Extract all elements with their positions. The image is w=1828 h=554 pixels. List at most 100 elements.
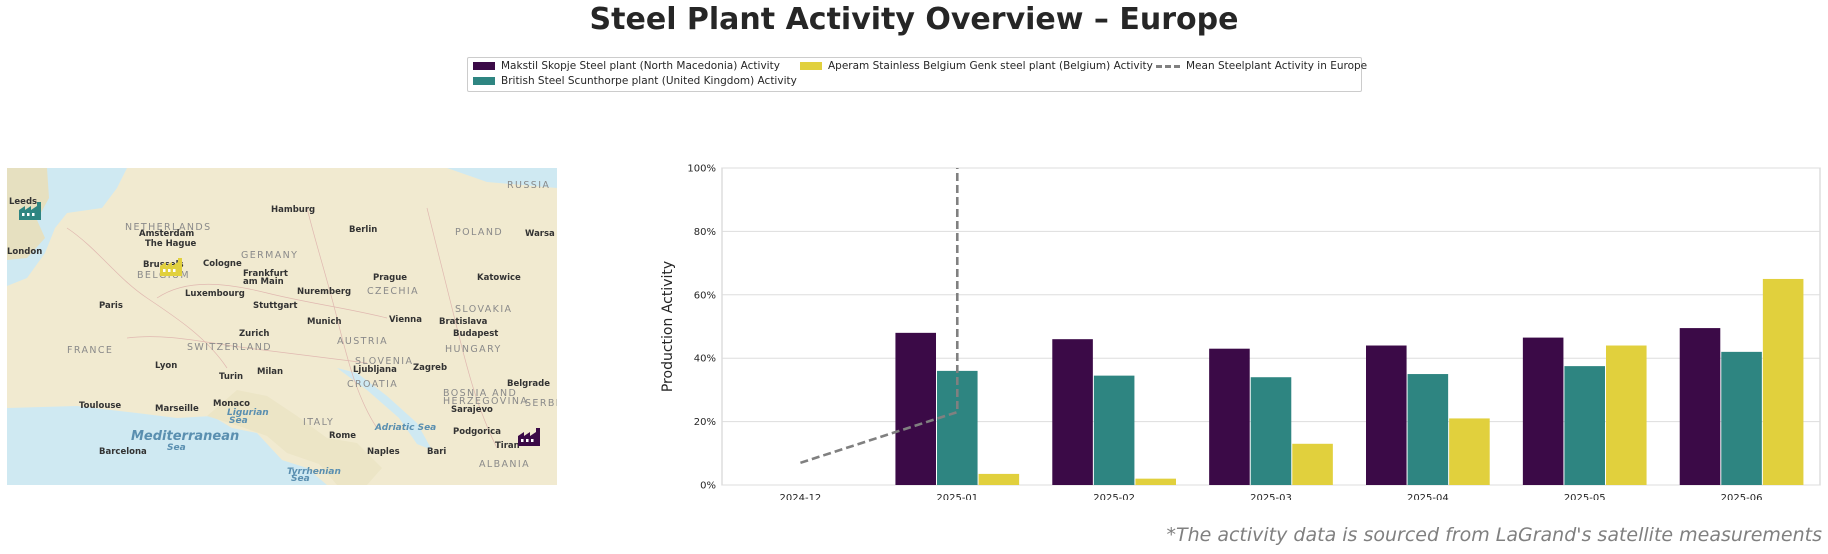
legend-item-aperam: Aperam Stainless Belgium Genk steel plan…: [800, 60, 1153, 72]
map-label-adriatic-sea: Adriatic Sea: [374, 423, 436, 433]
map-label-ljubljana: Ljubljana: [353, 365, 397, 375]
europe-map: Leeds Hamburg RUSSIA NETHERLANDS Amsterdam Be…: [7, 168, 557, 485]
map-label-sea: Sea: [291, 474, 310, 484]
map-label-london: London: [7, 247, 42, 257]
map-label-croatia: CROATIA: [347, 379, 398, 390]
bar-british-2025-06: [1721, 351, 1762, 485]
map-label-amsterdam: Amsterdam: [139, 229, 194, 239]
legend-label-mean: Mean Steelplant Activity in Europe: [1186, 60, 1368, 72]
bar-british-2025-05: [1564, 366, 1605, 485]
legend-item-makstil: Makstil Skopje Steel plant (North Macedo…: [473, 60, 780, 72]
map-label-warsa: Warsa: [525, 229, 555, 239]
legend-label-aperam: Aperam Stainless Belgium Genk steel plan…: [828, 60, 1153, 72]
factory-icon: [19, 202, 41, 220]
x-tick-label: 2025-05: [1564, 493, 1606, 500]
map-label-zagreb: Zagreb: [413, 363, 447, 373]
map-label-tiran: Tiran: [495, 441, 520, 451]
italian-peninsula: [207, 390, 382, 485]
bar-aperam-2025-05: [1605, 345, 1647, 485]
map-markers: [19, 202, 540, 446]
map-label-sea: Sea: [167, 443, 186, 453]
tyrrhenian-sea: [257, 463, 307, 485]
map-label-italy: ITALY: [303, 417, 334, 428]
source-footnote: *The activity data is sourced from LaGra…: [1166, 524, 1822, 546]
mean-line-layer: [800, 168, 959, 465]
map-label-slovenia: SLOVENIA: [355, 356, 413, 367]
map-label-lyon: Lyon: [155, 361, 177, 371]
bar-makstil-2025-05: [1522, 337, 1564, 485]
map-label-vienna: Vienna: [389, 315, 422, 325]
map-label-am-main: am Main: [243, 277, 284, 287]
map-label-czechia: CZECHIA: [367, 286, 419, 297]
map-label-podgorica: Podgorica: [453, 427, 501, 437]
page-title: Steel Plant Activity Overview – Europe: [589, 2, 1239, 37]
border-line: [66, 227, 228, 369]
map-label-leeds: Leeds: [9, 197, 37, 207]
legend-item-british: British Steel Scunthorpe plant (United K…: [473, 75, 797, 87]
chart-bars: [895, 278, 1804, 485]
y-tick-label: 0%: [700, 481, 716, 492]
y-tick-label: 20%: [694, 417, 716, 428]
bar-makstil-2025-03: [1209, 348, 1250, 485]
y-tick-label: 40%: [694, 354, 716, 365]
chart-axes: 0% 20% 40% 60% 80% 100% 2024-12 2025-01 2025-02 2…: [687, 164, 1763, 505]
map-label-austria: AUSTRIA: [337, 336, 388, 347]
map-label-prague: Prague: [373, 273, 407, 283]
map-label-mediterranean: Mediterranean: [131, 429, 239, 444]
chart-legend: Makstil Skopje Steel plant (North Macedo…: [467, 57, 1367, 92]
map-label-tyrrhenian: Tyrrhenian: [287, 467, 341, 477]
map-label-herzegovina: HERZEGOVINA: [443, 396, 528, 407]
bar-british-2025-01: [937, 370, 978, 485]
map-label-belgrade: Belgrade: [507, 379, 550, 389]
map-label-switzerland: SWITZERLAND: [187, 342, 272, 353]
map-label-serbia: SERBIA: [525, 398, 557, 409]
bar-british-2025-04: [1407, 374, 1449, 485]
x-tick-label: 2025-04: [1407, 493, 1449, 500]
baltic-sea: [447, 168, 557, 188]
legend-swatch-aperam: [800, 62, 822, 70]
legend-item-mean: Mean Steelplant Activity in Europe: [1156, 60, 1367, 72]
map-label-cologne: Cologne: [203, 259, 242, 269]
bar-makstil-2025-01: [895, 332, 937, 485]
border-line: [306, 207, 378, 429]
legend-swatch-makstil: [473, 62, 495, 70]
map-label-slovakia: SLOVAKIA: [455, 304, 512, 315]
bar-aperam-2025-06: [1762, 278, 1804, 485]
activity-chart: 0% 20% 40% 60% 80% 100% 2024-12 2025-01 2025-02 2…: [650, 150, 1828, 505]
map-label-toulouse: Toulouse: [79, 401, 121, 411]
bar-aperam-2025-01: [978, 473, 1020, 485]
bar-makstil-2025-04: [1366, 345, 1407, 485]
legend-label-british: British Steel Scunthorpe plant (United K…: [501, 75, 797, 87]
mean-activity-line: [800, 168, 959, 465]
bar-aperam-2025-03: [1292, 443, 1333, 485]
map-label-albania: ALBANIA: [479, 459, 530, 470]
x-tick-label: 2025-02: [1093, 493, 1135, 500]
map-label-munich: Munich: [307, 317, 342, 327]
map-label-marseille: Marseille: [155, 404, 199, 414]
map-label-rome: Rome: [329, 431, 356, 441]
map-label-nuremberg: Nuremberg: [297, 287, 351, 297]
map-label-germany: GERMANY: [241, 250, 298, 261]
chart-canvas: 0% 20% 40% 60% 80% 100% 2024-12 2025-01 2025-02 2…: [660, 164, 1821, 505]
map-label-turin: Turin: [219, 372, 243, 382]
y-tick-label: 80%: [694, 227, 716, 238]
factory-icon: [518, 428, 540, 446]
map-label-budapest: Budapest: [453, 329, 498, 339]
x-tick-label: 2025-06: [1721, 493, 1763, 500]
border-line: [426, 207, 498, 449]
map-label-monaco: Monaco: [213, 399, 250, 409]
map-label-zurich: Zurich: [239, 329, 269, 339]
border-line: [126, 336, 368, 364]
map-label-sea: Sea: [229, 416, 248, 426]
y-tick-label: 60%: [694, 290, 716, 301]
map-label-bari: Bari: [427, 447, 446, 457]
map-label-sarajevo: Sarajevo: [451, 405, 493, 415]
y-tick-label: 100%: [687, 164, 716, 175]
x-tick-label: 2025-01: [936, 493, 978, 500]
map-label-bosnia-and: BOSNIA AND: [443, 388, 517, 399]
x-tick-label: 2024-12: [780, 493, 822, 500]
map-label-katowice: Katowice: [477, 273, 521, 283]
map-label-milan: Milan: [257, 367, 283, 377]
